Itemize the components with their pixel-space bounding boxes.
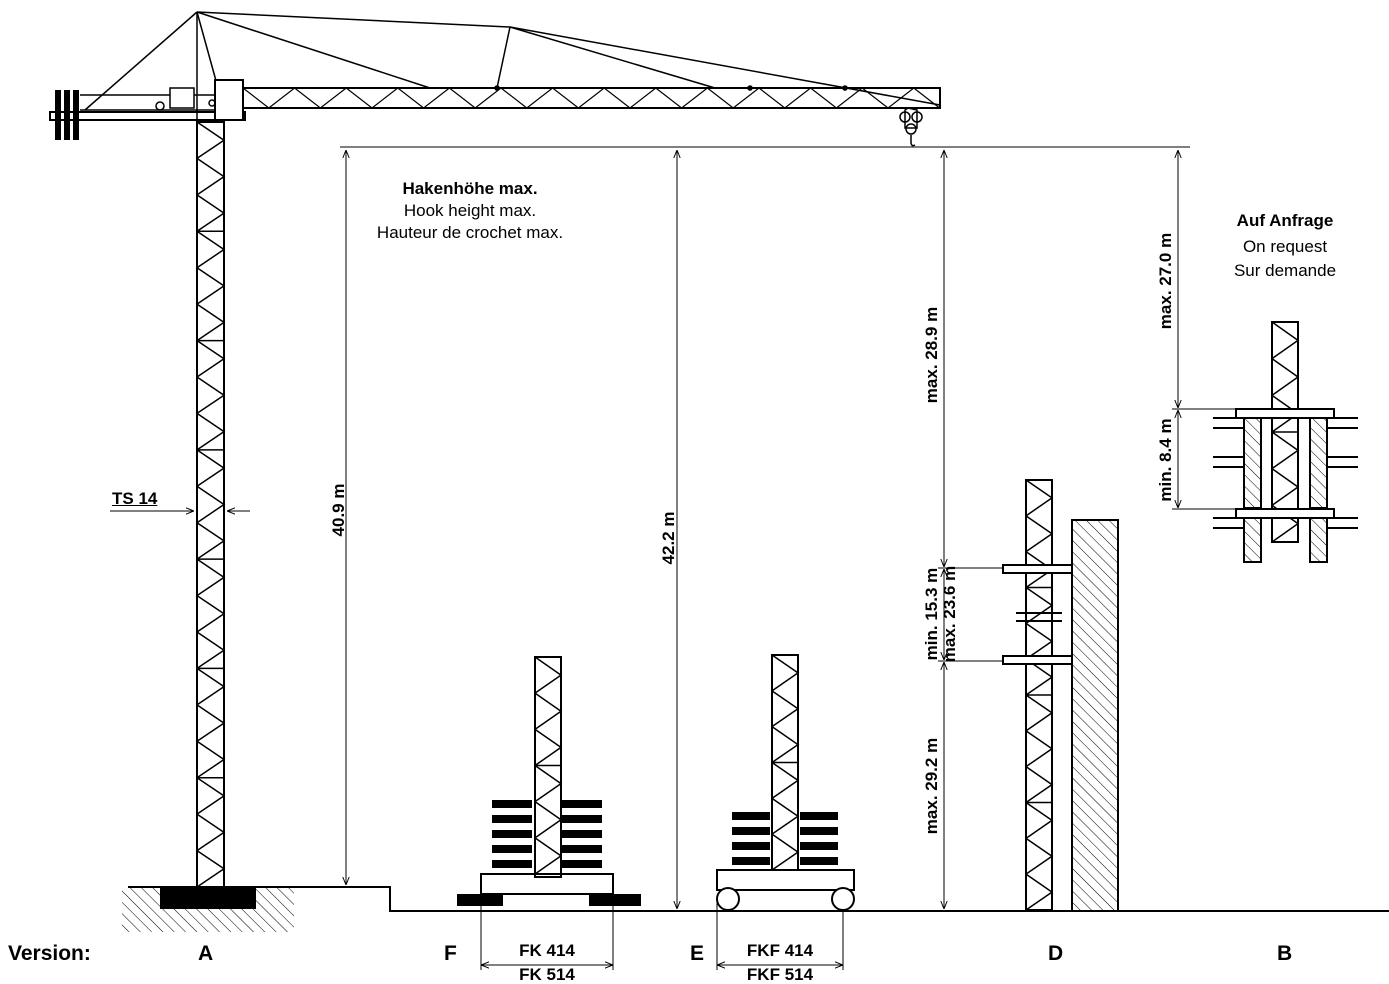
on-request-fr: Sur demande [1233, 261, 1337, 280]
version-a: A [198, 942, 214, 965]
dim-a-height: 40.9 m [329, 483, 348, 537]
hook-height-title: Hakenhöhe max. [402, 179, 538, 198]
version-e: E [690, 942, 705, 965]
dim-b-min: min. 8.4 m [1156, 418, 1175, 502]
ballast-block [732, 827, 770, 835]
version-d: D [1048, 942, 1064, 965]
dim-b-max-top: max. 27.0 m [1156, 232, 1175, 330]
ballast-block [492, 800, 532, 808]
dim-e-height: 42.2 m [659, 511, 678, 565]
ballast-block [800, 842, 838, 850]
ballast-block [800, 812, 838, 820]
dimension-lines [110, 150, 1238, 970]
jib [49, 11, 941, 147]
version-f: F [444, 942, 457, 965]
ballast-block [562, 800, 602, 808]
version-e-crane [716, 654, 855, 911]
counterweights [55, 90, 79, 140]
dim-d-max-top: max. 28.9 m [922, 306, 941, 404]
ballast-block [562, 845, 602, 853]
tower-a [196, 121, 226, 888]
ballast-block [800, 827, 838, 835]
base-e-top: FKF 414 [746, 941, 814, 960]
ballast-block [732, 812, 770, 820]
on-request-en: On request [1242, 237, 1328, 256]
version-label: Version: [8, 942, 91, 965]
base-f-bottom: FK 514 [519, 965, 575, 984]
version-b-crane [1213, 321, 1358, 563]
version-f-crane [457, 656, 641, 906]
version-b: B [1277, 942, 1293, 965]
on-request-title: Auf Anfrage [1236, 211, 1334, 230]
ballast-block [562, 860, 602, 868]
ballast-block [732, 842, 770, 850]
ballast-block [492, 830, 532, 838]
ballast-block [492, 815, 532, 823]
ballast-block [492, 845, 532, 853]
foundation-block [160, 887, 256, 909]
dim-d-max-bottom: max. 29.2 m [922, 737, 941, 835]
version-d-crane [1002, 479, 1119, 912]
ballast-block [492, 860, 532, 868]
ground [128, 886, 1389, 912]
ballast-block [732, 857, 770, 865]
hook-height-en: Hook height max. [403, 201, 537, 220]
ballast-block [800, 857, 838, 865]
dim-d-max-mid: max. 23.6 m [940, 565, 959, 663]
base-f-top: FK 414 [519, 941, 575, 960]
ballast-block [562, 830, 602, 838]
hook-height-fr: Hauteur de crochet max. [376, 223, 564, 242]
tower-type-label: TS 14 [112, 489, 158, 508]
base-e-bottom: FKF 514 [746, 965, 814, 984]
ballast-block [562, 815, 602, 823]
